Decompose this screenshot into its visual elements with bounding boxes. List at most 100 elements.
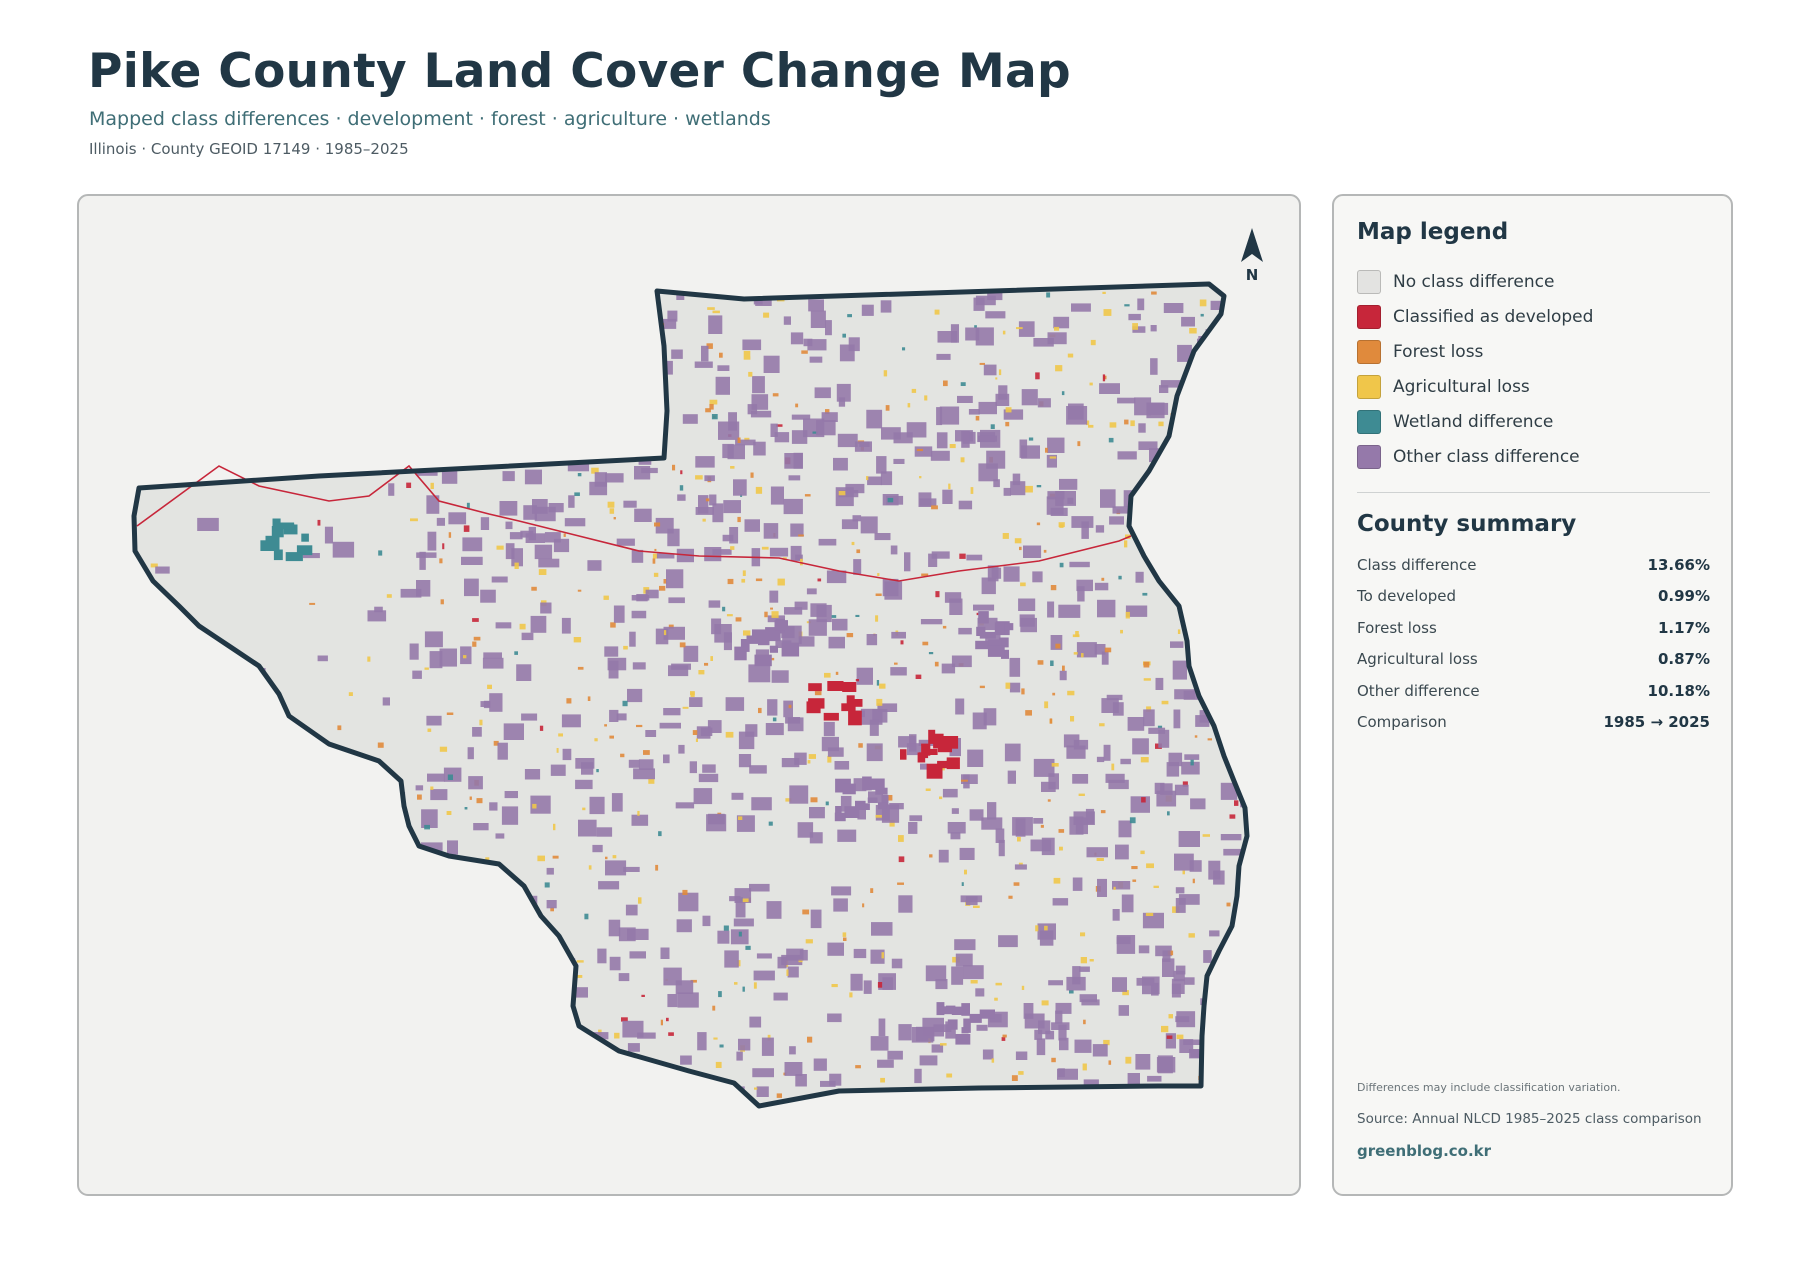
legend-swatch bbox=[1357, 444, 1381, 469]
change-patch bbox=[575, 779, 593, 790]
change-patch bbox=[682, 1092, 702, 1103]
change-patch bbox=[742, 570, 746, 576]
change-patch bbox=[975, 415, 980, 421]
change-patch bbox=[940, 1043, 947, 1046]
change-patch bbox=[1122, 990, 1129, 996]
change-patch bbox=[810, 797, 818, 803]
change-patch bbox=[742, 339, 762, 351]
legend-label: Classified as developed bbox=[1393, 306, 1594, 327]
change-patch bbox=[1033, 1091, 1041, 1097]
change-patch bbox=[577, 666, 584, 670]
change-patch bbox=[920, 763, 928, 770]
change-patch bbox=[850, 973, 863, 991]
change-patch bbox=[893, 458, 905, 464]
change-patch bbox=[1075, 631, 1079, 637]
change-patch bbox=[1143, 709, 1155, 727]
change-patch bbox=[976, 1024, 988, 1031]
change-patch bbox=[735, 439, 756, 446]
change-patch bbox=[1239, 644, 1243, 647]
page-title: Pike County Land Cover Change Map bbox=[88, 44, 1071, 99]
change-patch bbox=[1210, 300, 1222, 310]
map-panel[interactable]: N bbox=[77, 194, 1301, 1196]
change-patch bbox=[624, 298, 627, 302]
change-patch bbox=[534, 506, 556, 522]
change-patch bbox=[155, 566, 170, 574]
change-patch bbox=[947, 822, 966, 834]
change-patch bbox=[414, 952, 419, 955]
change-patch bbox=[1135, 1054, 1151, 1070]
county-map[interactable] bbox=[79, 196, 1301, 1196]
change-patch bbox=[877, 703, 898, 712]
change-patch bbox=[609, 709, 619, 722]
source-credit: Source: Annual NLCD 1985–2025 class comp… bbox=[1357, 1111, 1702, 1127]
change-patch bbox=[1225, 644, 1237, 652]
change-patch bbox=[936, 353, 951, 360]
change-patch bbox=[947, 1019, 958, 1030]
change-patch bbox=[605, 856, 608, 860]
change-patch bbox=[1162, 524, 1171, 531]
change-patch bbox=[1094, 582, 1109, 591]
change-patch bbox=[1101, 698, 1119, 713]
change-patch bbox=[1120, 629, 1123, 634]
change-patch bbox=[315, 354, 327, 361]
change-patch bbox=[877, 573, 880, 576]
change-patch bbox=[976, 626, 986, 636]
change-patch bbox=[539, 725, 544, 731]
change-patch bbox=[620, 446, 634, 454]
change-patch bbox=[1201, 429, 1204, 432]
change-patch bbox=[711, 414, 718, 420]
change-patch bbox=[1092, 1044, 1108, 1057]
change-patch bbox=[602, 299, 611, 304]
change-patch bbox=[461, 1002, 466, 1009]
change-patch bbox=[858, 743, 863, 748]
change-patch bbox=[995, 828, 1005, 843]
change-patch bbox=[1050, 585, 1057, 591]
change-patch bbox=[951, 655, 972, 668]
change-patch bbox=[189, 682, 211, 699]
change-patch bbox=[1086, 847, 1108, 858]
change-patch bbox=[855, 803, 870, 810]
change-patch bbox=[931, 1044, 944, 1053]
change-patch bbox=[1023, 545, 1042, 558]
change-patch bbox=[763, 523, 779, 539]
change-patch bbox=[1108, 779, 1129, 790]
change-patch bbox=[538, 558, 560, 568]
change-patch bbox=[1033, 758, 1055, 777]
change-patch bbox=[758, 707, 762, 714]
change-patch bbox=[745, 945, 751, 950]
change-patch bbox=[615, 330, 633, 348]
change-patch bbox=[1142, 912, 1164, 929]
change-patch bbox=[1146, 706, 1152, 712]
change-patch bbox=[936, 407, 943, 426]
change-patch bbox=[1125, 605, 1148, 617]
change-patch bbox=[708, 1105, 724, 1106]
change-patch bbox=[491, 576, 508, 583]
change-patch bbox=[799, 949, 808, 961]
change-patch bbox=[517, 1038, 539, 1047]
change-patch bbox=[871, 778, 885, 790]
change-patch bbox=[1047, 799, 1051, 802]
change-patch bbox=[1231, 431, 1236, 436]
change-patch bbox=[979, 631, 996, 639]
change-patch bbox=[666, 1017, 669, 1022]
change-patch bbox=[473, 1002, 492, 1012]
change-patch bbox=[1077, 586, 1085, 602]
change-patch bbox=[577, 291, 581, 296]
change-patch bbox=[938, 849, 949, 863]
change-patch bbox=[439, 648, 457, 667]
change-patch bbox=[1151, 528, 1159, 536]
change-patch bbox=[515, 336, 522, 355]
change-patch bbox=[1049, 456, 1057, 459]
change-patch bbox=[862, 776, 872, 791]
change-patch bbox=[1089, 959, 1094, 962]
change-patch bbox=[252, 859, 255, 863]
change-patch bbox=[1151, 402, 1169, 415]
change-patch bbox=[1190, 1049, 1199, 1058]
change-patch bbox=[845, 483, 865, 494]
change-patch bbox=[627, 688, 643, 703]
change-patch bbox=[983, 708, 997, 726]
change-patch bbox=[1246, 942, 1247, 947]
change-patch bbox=[763, 355, 780, 373]
website-link[interactable]: greenblog.co.kr bbox=[1357, 1142, 1492, 1160]
change-patch bbox=[961, 779, 968, 782]
